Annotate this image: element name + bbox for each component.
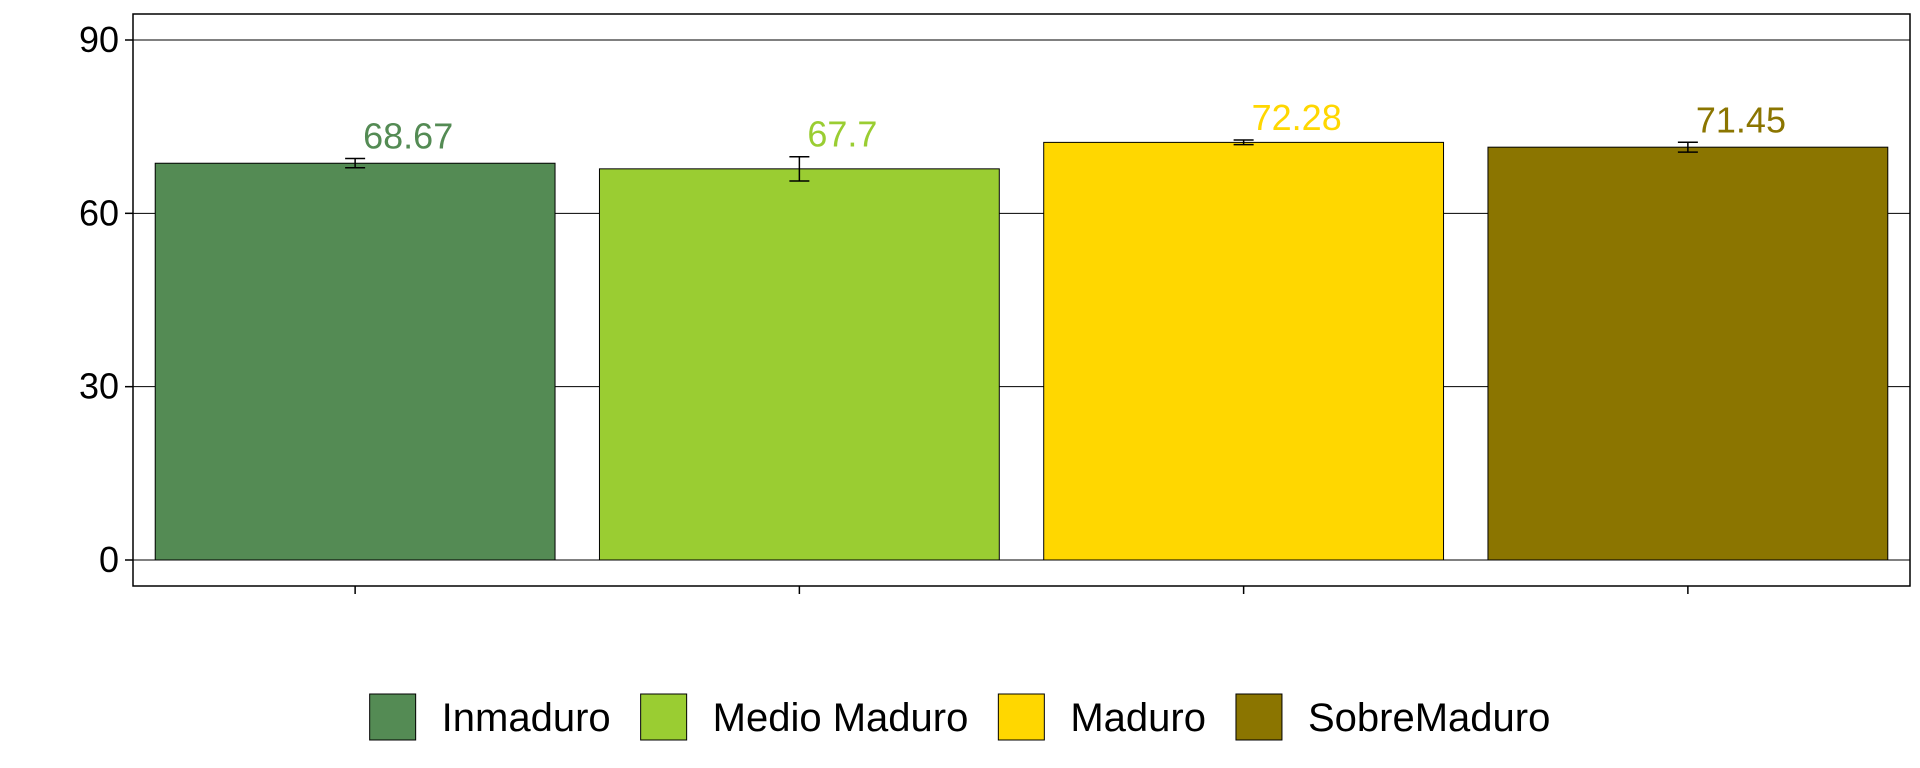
bar-medio-maduro <box>598 168 1000 561</box>
bars <box>154 141 1889 561</box>
data-label: 72.28 <box>1252 97 1342 138</box>
legend-label: SobreMaduro <box>1308 696 1550 740</box>
bar-sobremaduro <box>1487 146 1889 561</box>
error-bars <box>345 139 1698 182</box>
legend-label: Medio Maduro <box>713 696 969 740</box>
legend-key-medio-maduro <box>640 693 688 741</box>
legend-key-maduro <box>997 693 1045 741</box>
data-label: 67.7 <box>807 114 877 155</box>
data-labels: 68.67 67.7 72.28 71.45 <box>363 97 1786 156</box>
legend-label: Maduro <box>1070 696 1206 740</box>
data-label: 68.67 <box>363 115 453 156</box>
y-tick-label: 60 <box>79 192 119 233</box>
legend-key-inmaduro <box>369 693 417 741</box>
bar-maduro <box>1043 141 1445 561</box>
y-tick-label: 90 <box>79 19 119 60</box>
plot-panel-border <box>132 13 1911 587</box>
legend-label: Inmaduro <box>442 696 611 740</box>
y-tick-label: 0 <box>99 539 119 580</box>
y-tick-label: 30 <box>79 366 119 407</box>
axes: 0 30 60 90 <box>79 13 1911 594</box>
bar-inmaduro <box>154 162 556 561</box>
legend: Inmaduro Medio Maduro Maduro SobreMaduro <box>369 693 1550 741</box>
data-label: 71.45 <box>1696 99 1786 140</box>
legend-key-sobremaduro <box>1235 693 1283 741</box>
